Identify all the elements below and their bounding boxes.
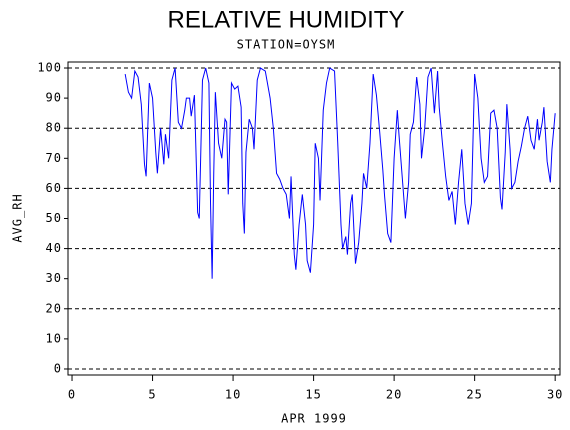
x-tick-label: 25: [466, 388, 482, 402]
y-axis-label: AVG_RH: [11, 193, 25, 242]
y-tick-label: 20: [46, 301, 62, 315]
y-tick-label: 80: [46, 121, 62, 135]
y-tick-label: 0: [54, 361, 62, 375]
y-tick-label: 70: [46, 151, 62, 165]
y-tick-label: 60: [46, 181, 62, 195]
x-tick-label: 30: [547, 388, 563, 402]
x-tick-label: 0: [68, 388, 76, 402]
y-tick-label: 100: [37, 61, 62, 75]
x-axis-label: APR 1999: [281, 412, 347, 426]
x-tick-label: 10: [225, 388, 241, 402]
x-tick-label: 15: [305, 388, 321, 402]
chart-title: RELATIVE HUMIDITY: [168, 6, 405, 33]
data-line: [124, 67, 556, 279]
chart-subtitle: STATION=OYSM: [237, 38, 336, 52]
x-tick-label: 5: [148, 388, 156, 402]
y-tick-label: 30: [46, 271, 62, 285]
y-tick-label: 90: [46, 91, 62, 105]
x-tick-label: 20: [386, 388, 402, 402]
y-tick-label: 10: [46, 331, 62, 345]
y-tick-label: 40: [46, 241, 62, 255]
y-tick-label: 50: [46, 211, 62, 225]
